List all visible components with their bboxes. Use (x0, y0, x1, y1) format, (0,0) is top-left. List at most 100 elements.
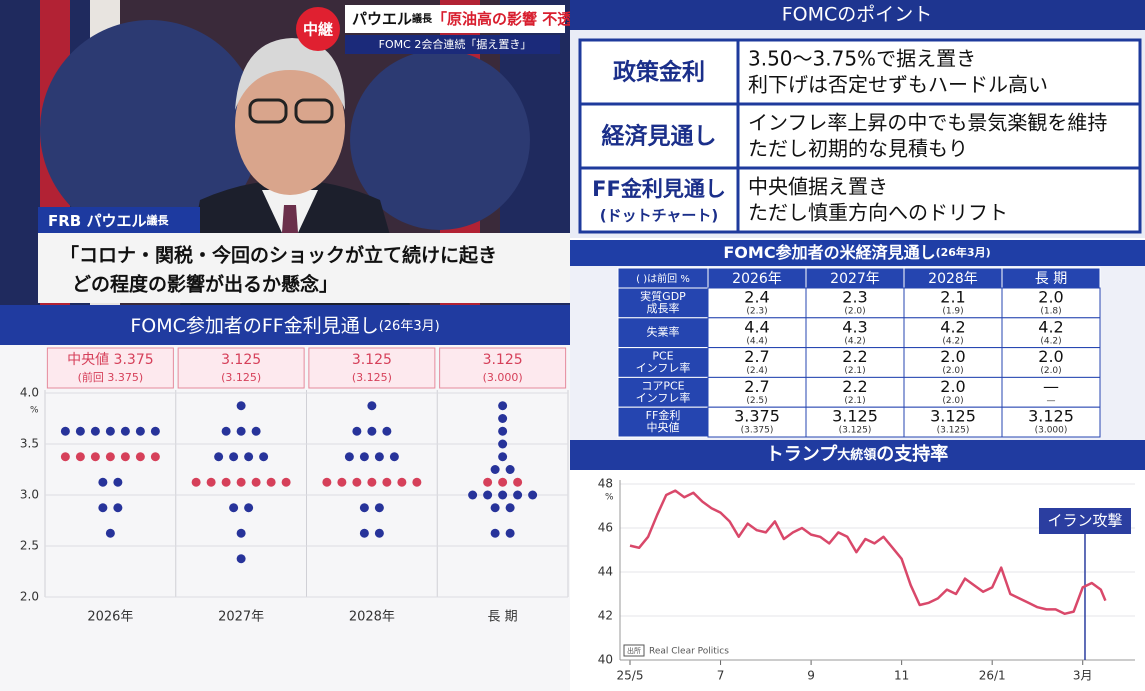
x-tick-label: 11 (894, 669, 909, 683)
median-label: 中央値 3.375 (67, 352, 154, 368)
data-cell (707, 317, 807, 349)
dot (266, 477, 276, 487)
source-tag-label: 出所 (627, 646, 641, 655)
glasses (294, 98, 334, 124)
x-tick-label: 長 期 (488, 610, 518, 625)
dot (135, 426, 145, 436)
row-label: 失業率 (647, 325, 680, 339)
dot (359, 503, 369, 513)
dot (236, 401, 246, 411)
cell-value: 2.4 (744, 288, 769, 307)
y-tick-label: 2.5 (20, 539, 39, 553)
title-bar (0, 305, 570, 345)
dot (367, 426, 377, 436)
title-bar (570, 440, 1145, 470)
x-tick-label: 7 (717, 669, 725, 683)
row-body: 中央値据え置き (748, 175, 888, 199)
title-sub: (26年3月) (936, 245, 991, 259)
cell-value: 2.3 (842, 288, 867, 307)
header-text: 長 期 (1035, 271, 1067, 287)
glasses (248, 98, 288, 124)
plot-bg (570, 470, 1145, 691)
y-tick-label: 3.5 (20, 437, 39, 451)
dot (367, 401, 377, 411)
dot (498, 452, 508, 462)
dot (113, 503, 123, 513)
x-tick-label: 25/5 (617, 669, 644, 683)
dot (483, 490, 493, 500)
median-box (439, 347, 567, 389)
median-box (308, 347, 436, 389)
dot (344, 452, 354, 462)
plot-bg (0, 345, 570, 691)
speaker-bar (38, 207, 200, 233)
cell-value: 3.125 (832, 407, 878, 426)
dot (505, 465, 515, 474)
dot (498, 439, 508, 449)
cell-value: 3.125 (930, 407, 976, 426)
dot (60, 426, 70, 436)
dot (498, 414, 508, 423)
y-tick-label: 46 (598, 521, 613, 535)
dot (374, 528, 384, 538)
dot (498, 426, 508, 436)
row-label: インフレ率 (636, 390, 691, 404)
dot (60, 452, 70, 462)
points-title: FOMCのポイント (782, 4, 933, 26)
cell-value: — (1043, 377, 1059, 396)
cell-prev: (2.0) (942, 366, 963, 376)
median-label: 3.125 (352, 352, 392, 368)
dot (236, 554, 246, 564)
dot (75, 452, 85, 462)
chart-title: トランプ大統領の支持率 (766, 443, 948, 465)
median-label: 3.125 (221, 352, 261, 368)
dot (221, 477, 231, 487)
body-cell (736, 38, 1142, 106)
cell-prev: (1.9) (942, 307, 963, 317)
data-cell (707, 376, 807, 408)
dot (105, 426, 115, 436)
cell-prev: (2.5) (746, 396, 767, 406)
cell-prev: (4.4) (746, 336, 767, 346)
cell-value: 2.0 (1038, 347, 1063, 366)
cell-value: 2.0 (940, 347, 965, 366)
dot (120, 452, 130, 462)
dot (191, 477, 201, 487)
cell-value: 4.2 (1038, 317, 1063, 336)
cell-value: 4.2 (940, 317, 965, 336)
dot (206, 477, 216, 487)
dot (322, 477, 332, 487)
head-cell (578, 38, 740, 106)
cell-prev: (2.0) (942, 396, 963, 406)
row-head: FF金利見通し (592, 177, 726, 201)
row-label: インフレ率 (636, 361, 691, 375)
body-cell (736, 166, 1142, 234)
row-label: FF金利 (646, 408, 681, 422)
body-cell (736, 102, 1142, 170)
dot (259, 452, 269, 462)
x-tick-label: 3月 (1073, 669, 1093, 683)
dot (98, 477, 108, 487)
dot (382, 426, 392, 436)
y-unit: % (605, 493, 614, 503)
headline-quote: 「原油高の影響 不透明」 (432, 10, 602, 28)
y-tick-label: 40 (598, 653, 613, 667)
y-tick-label: 42 (598, 609, 613, 623)
header-text: 2026年 (732, 271, 782, 287)
headline-title: 議長 (412, 12, 433, 25)
dot (490, 465, 500, 474)
median-prev: (3.000) (483, 371, 523, 384)
cell-prev: (2.1) (844, 396, 865, 406)
dot (382, 477, 392, 487)
cell-prev: (3.125) (839, 426, 872, 436)
row-label: 実質GDP (640, 289, 686, 303)
dot (251, 426, 261, 436)
dot (244, 503, 254, 513)
annotation: イラン攻撃 (1047, 512, 1122, 530)
dot (251, 477, 261, 487)
cell-prev: (4.2) (942, 336, 963, 346)
row-head: 政策金利 (613, 59, 705, 86)
median-box (177, 347, 305, 389)
label-cell (617, 406, 709, 438)
